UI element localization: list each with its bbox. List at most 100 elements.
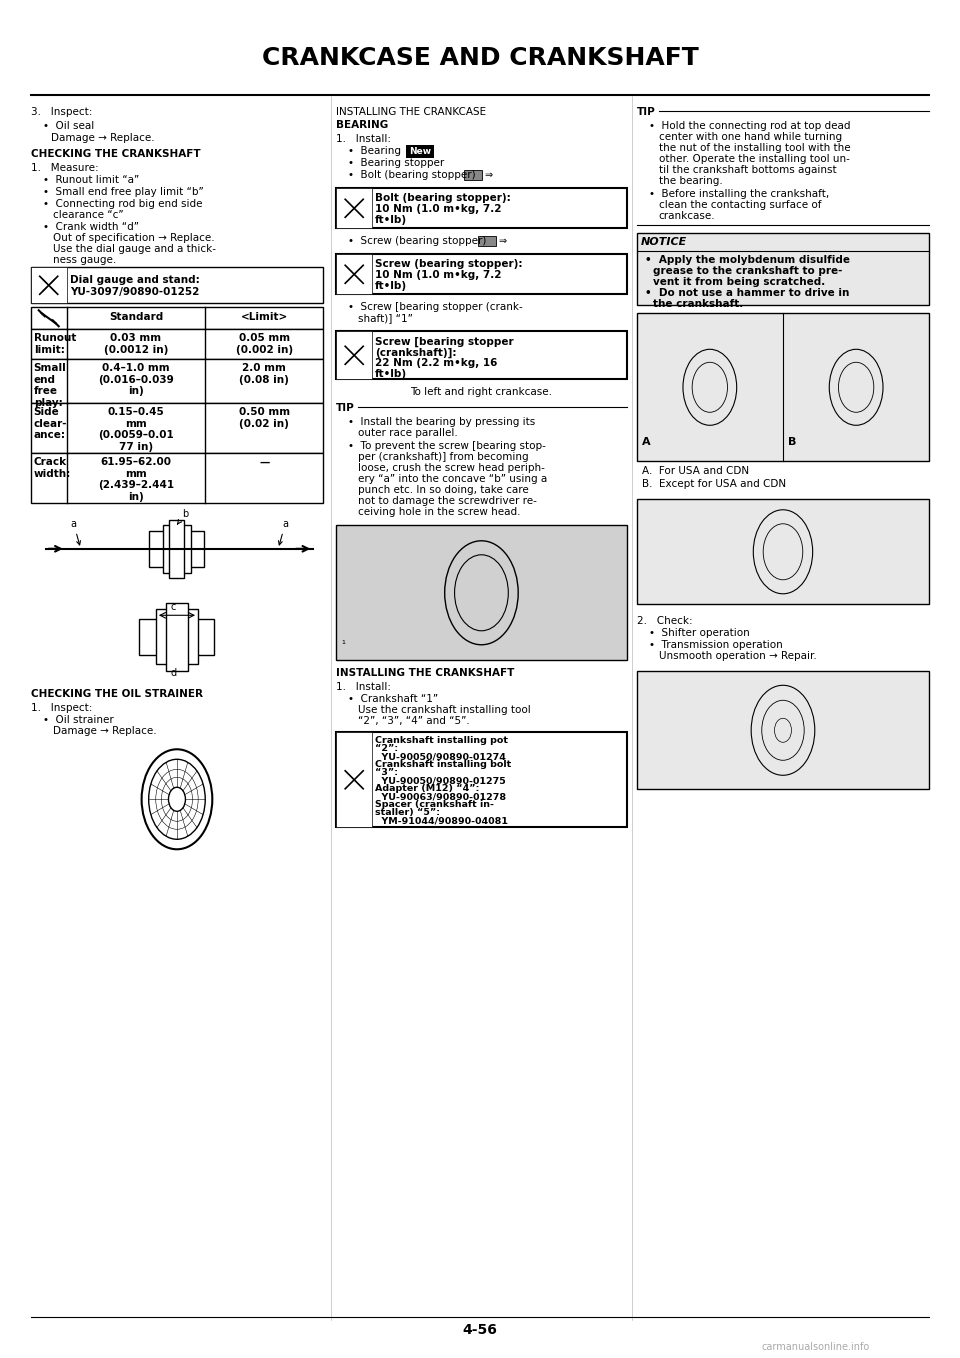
Text: CHECKING THE CRANKSHAFT: CHECKING THE CRANKSHAFT <box>31 149 201 159</box>
Text: 1.   Install:: 1. Install: <box>336 682 391 693</box>
Text: Crankshaft installing pot: Crankshaft installing pot <box>375 736 508 746</box>
Text: “3”:: “3”: <box>375 769 398 777</box>
Bar <box>150 531 204 566</box>
Text: 0.50 mm
(0.02 in): 0.50 mm (0.02 in) <box>239 407 290 429</box>
Text: •  Oil strainer: • Oil strainer <box>42 716 113 725</box>
Text: not to damage the screwdriver re-: not to damage the screwdriver re- <box>358 496 537 507</box>
Text: shaft)] “1”: shaft)] “1” <box>358 314 413 323</box>
Bar <box>636 671 929 789</box>
Text: NOTICE: NOTICE <box>640 238 687 247</box>
Text: grease to the crankshaft to pre-: grease to the crankshaft to pre- <box>653 266 842 276</box>
Text: clearance “c”: clearance “c” <box>53 210 123 220</box>
Bar <box>336 331 627 379</box>
Text: d: d <box>171 668 177 678</box>
Text: YM-91044/90890-04081: YM-91044/90890-04081 <box>375 816 508 826</box>
Text: til the crankshaft bottoms against: til the crankshaft bottoms against <box>659 166 836 175</box>
Text: ft•lb): ft•lb) <box>375 281 407 291</box>
Text: 4-56: 4-56 <box>463 1323 497 1336</box>
Text: 3.   Inspect:: 3. Inspect: <box>31 107 92 117</box>
Bar <box>336 254 372 295</box>
Text: crankcase.: crankcase. <box>659 212 715 221</box>
Bar <box>478 236 496 246</box>
Text: Adapter (M12) “4”:: Adapter (M12) “4”: <box>375 785 480 793</box>
Text: To left and right crankcase.: To left and right crankcase. <box>411 387 552 398</box>
Text: 0.05 mm
(0.002 in): 0.05 mm (0.002 in) <box>235 333 293 354</box>
Text: Small
end
free
play:: Small end free play: <box>34 364 66 409</box>
Text: •  Crankshaft “1”: • Crankshaft “1” <box>348 694 439 705</box>
Text: a: a <box>71 519 81 545</box>
Text: •  Screw (bearing stopper): • Screw (bearing stopper) <box>348 236 490 246</box>
Bar <box>636 234 929 306</box>
Text: B: B <box>788 437 797 447</box>
Text: ¹: ¹ <box>341 640 345 650</box>
Text: Damage → Replace.: Damage → Replace. <box>51 133 155 144</box>
Bar <box>636 314 929 462</box>
Text: —: — <box>259 458 270 467</box>
Text: clean the contacting surface of: clean the contacting surface of <box>659 200 821 210</box>
Text: ⇒: ⇒ <box>498 236 506 246</box>
Text: ness gauge.: ness gauge. <box>53 255 116 265</box>
Text: ⇒: ⇒ <box>484 170 492 181</box>
Text: 1.   Inspect:: 1. Inspect: <box>31 703 92 713</box>
Bar <box>636 500 929 604</box>
Text: Use the crankshaft installing tool: Use the crankshaft installing tool <box>358 705 531 716</box>
Text: YU-90050/90890-01275: YU-90050/90890-01275 <box>375 777 506 785</box>
Bar <box>31 268 324 303</box>
Text: staller) “5”:: staller) “5”: <box>375 808 441 818</box>
Text: 0.4–1.0 mm
(0.016–0.039
in): 0.4–1.0 mm (0.016–0.039 in) <box>98 364 174 397</box>
Text: the crankshaft.: the crankshaft. <box>653 299 743 310</box>
Text: YU-3097/90890-01252: YU-3097/90890-01252 <box>70 288 199 297</box>
Text: •  Bolt (bearing stopper): • Bolt (bearing stopper) <box>348 170 479 181</box>
Text: Standard: Standard <box>108 312 163 322</box>
Text: ery “a” into the concave “b” using a: ery “a” into the concave “b” using a <box>358 474 547 485</box>
Text: Use the dial gauge and a thick-: Use the dial gauge and a thick- <box>53 244 216 254</box>
Text: per (crankshaft)] from becoming: per (crankshaft)] from becoming <box>358 452 529 462</box>
Text: INSTALLING THE CRANKCASE: INSTALLING THE CRANKCASE <box>336 107 487 117</box>
Text: <Limit>: <Limit> <box>241 312 288 322</box>
Bar <box>31 268 66 303</box>
Text: Side
clear-
ance:: Side clear- ance: <box>34 407 67 440</box>
Text: c: c <box>170 603 176 612</box>
Text: punch etc. In so doing, take care: punch etc. In so doing, take care <box>358 485 529 496</box>
Bar <box>31 307 324 329</box>
Text: 1.   Install:: 1. Install: <box>336 134 391 144</box>
Text: Screw [bearing stopper: Screw [bearing stopper <box>375 337 514 346</box>
Bar <box>31 454 324 504</box>
Text: loose, crush the screw head periph-: loose, crush the screw head periph- <box>358 463 545 474</box>
Bar <box>336 732 372 827</box>
Text: Crankshaft installing bolt: Crankshaft installing bolt <box>375 760 512 769</box>
Text: Runout
limit:: Runout limit: <box>34 333 76 354</box>
Bar <box>465 170 482 181</box>
Text: carmanualsonline.info: carmanualsonline.info <box>762 1342 870 1351</box>
Text: YU-90063/90890-01278: YU-90063/90890-01278 <box>375 792 506 801</box>
Bar <box>336 331 372 379</box>
Text: B.  Except for USA and CDN: B. Except for USA and CDN <box>641 479 786 489</box>
Text: ceiving hole in the screw head.: ceiving hole in the screw head. <box>358 508 520 517</box>
Text: •  Bearing: • Bearing <box>348 147 404 156</box>
Bar <box>336 254 627 295</box>
Text: New: New <box>409 147 431 156</box>
Text: •  Install the bearing by pressing its: • Install the bearing by pressing its <box>348 417 536 428</box>
Text: “2”, “3”, “4” and “5”.: “2”, “3”, “4” and “5”. <box>358 716 470 727</box>
Text: Crack
width:: Crack width: <box>34 458 71 479</box>
Text: Unsmooth operation → Repair.: Unsmooth operation → Repair. <box>659 652 816 661</box>
Text: •  Crank width “d”: • Crank width “d” <box>42 223 138 232</box>
Text: TIP: TIP <box>636 107 656 117</box>
Bar <box>406 145 434 159</box>
Text: TIP: TIP <box>336 403 355 413</box>
Bar <box>31 403 324 454</box>
Text: 1.   Measure:: 1. Measure: <box>31 163 98 174</box>
Text: other. Operate the installing tool un-: other. Operate the installing tool un- <box>659 155 850 164</box>
Text: (crankshaft)]:: (crankshaft)]: <box>375 348 457 357</box>
Text: •  Transmission operation: • Transmission operation <box>649 640 782 650</box>
Text: b: b <box>178 509 188 524</box>
Text: Bolt (bearing stopper):: Bolt (bearing stopper): <box>375 193 511 204</box>
Bar <box>31 329 324 360</box>
Text: ft•lb): ft•lb) <box>375 369 407 379</box>
Text: 2.   Check:: 2. Check: <box>636 617 692 626</box>
Text: •  To prevent the screw [bearing stop-: • To prevent the screw [bearing stop- <box>348 441 546 451</box>
Bar <box>336 526 627 660</box>
Text: •  Apply the molybdenum disulfide: • Apply the molybdenum disulfide <box>645 255 850 265</box>
Bar <box>336 189 372 228</box>
Text: •  Bearing stopper: • Bearing stopper <box>348 159 444 168</box>
